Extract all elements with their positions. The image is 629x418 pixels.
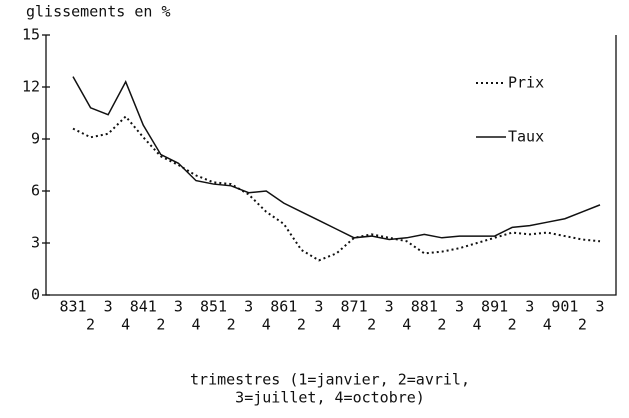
y-tick-label: 6 (31, 182, 40, 200)
x-tick-label: 841 (130, 298, 157, 316)
y-tick-label: 15 (22, 26, 40, 44)
x-tick-label: 831 (59, 298, 86, 316)
x-tick-label: 3 (595, 298, 604, 316)
x-tick-label: 4 (262, 316, 271, 334)
x-axis-label: 3=juillet, 4=octobre) (235, 389, 425, 407)
x-tick-label: 2 (437, 316, 446, 334)
x-tick-label: 4 (402, 316, 411, 334)
x-axis-label: trimestres (1=janvier, 2=avril, (190, 371, 470, 389)
axes (45, 35, 617, 296)
y-tick-label: 0 (31, 286, 40, 304)
x-tick-label: 4 (473, 316, 482, 334)
legend-label: Prix (508, 74, 544, 92)
y-axis-label: glissements en % (26, 3, 171, 21)
series-line (72, 114, 601, 262)
x-tick-label: 3 (455, 298, 464, 316)
x-tick-label: 2 (86, 316, 95, 334)
x-tick-label: 871 (341, 298, 368, 316)
x-tick-label: 3 (244, 298, 253, 316)
x-tick-label: 4 (543, 316, 552, 334)
x-tick-label: 2 (156, 316, 165, 334)
x-tick-label: 3 (525, 298, 534, 316)
x-tick-label: 2 (297, 316, 306, 334)
legend-label: Taux (508, 128, 544, 146)
x-tick-label: 2 (367, 316, 376, 334)
x-tick-label: 3 (104, 298, 113, 316)
x-tick-label: 851 (200, 298, 227, 316)
x-tick-label: 881 (411, 298, 438, 316)
x-tick-label: 2 (508, 316, 517, 334)
x-tick-label: 4 (332, 316, 341, 334)
x-tick-label: 4 (121, 316, 130, 334)
x-tick-label: 3 (174, 298, 183, 316)
x-tick-label: 861 (270, 298, 297, 316)
series-line (72, 76, 601, 241)
x-tick-label: 2 (578, 316, 587, 334)
x-tick-label: 3 (314, 298, 323, 316)
x-tick-label: 4 (191, 316, 200, 334)
x-tick-label: 901 (551, 298, 578, 316)
y-tick-label: 3 (31, 234, 40, 252)
y-tick-label: 9 (31, 130, 40, 148)
y-tick-label: 12 (22, 78, 40, 96)
x-tick-label: 2 (227, 316, 236, 334)
x-tick-label: 3 (385, 298, 394, 316)
x-tick-label: 891 (481, 298, 508, 316)
